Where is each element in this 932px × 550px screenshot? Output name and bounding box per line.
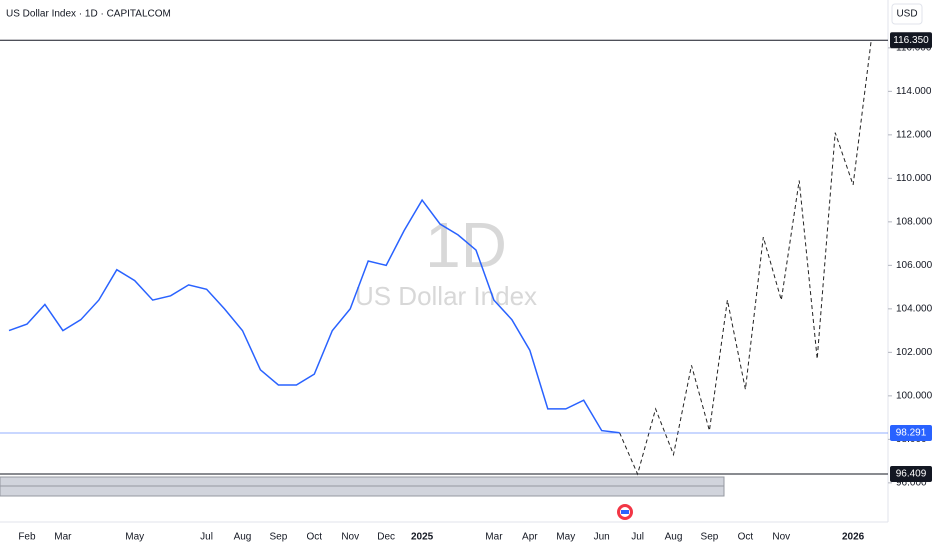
watermark-name: US Dollar Index [355, 281, 537, 311]
x-tick-label: Aug [234, 532, 252, 543]
watermark-interval: 1D [425, 209, 507, 281]
x-tick-label: May [556, 532, 575, 543]
x-tick-label: Jun [594, 532, 610, 543]
y-tick-label: 104.000 [896, 303, 932, 314]
y-tick-label: 96.000 [896, 477, 927, 488]
x-tick-label: Nov [772, 532, 790, 543]
x-tick-label: May [125, 532, 144, 543]
x-tick-label: Oct [307, 532, 323, 543]
level-label: 98.291 [896, 428, 927, 439]
x-tick-label: Oct [738, 532, 754, 543]
level-label-box [890, 465, 932, 482]
x-tick-label: Sep [701, 532, 719, 543]
x-tick-label: 2026 [842, 532, 865, 543]
x-tick-label: Dec [377, 532, 395, 543]
y-tick-label: 100.000 [896, 390, 932, 401]
x-tick-label: Sep [270, 532, 288, 543]
currency-button[interactable] [891, 3, 923, 25]
price-line [8, 198, 620, 434]
level-label: 116.350 [893, 35, 929, 46]
y-tick-label: 112.000 [896, 129, 932, 140]
y-tick-label: 106.000 [896, 260, 932, 271]
x-tick-label: 2025 [411, 532, 434, 543]
x-tick-label: Nov [341, 532, 359, 543]
y-tick-label: 114.000 [896, 86, 932, 97]
x-tick-label: Mar [54, 532, 72, 543]
x-tick-label: Aug [665, 532, 683, 543]
event-icon [617, 504, 633, 520]
level-label-box [890, 425, 932, 442]
projection-line [619, 41, 872, 476]
x-tick-label: Jul [200, 532, 213, 543]
x-tick-label: Feb [18, 532, 36, 543]
y-tick-label: 110.000 [896, 173, 932, 184]
y-tick-label: 108.000 [896, 216, 932, 227]
x-tick-label: Jul [631, 532, 644, 543]
symbol-title: US Dollar Index · 1D · CAPITALCOM [6, 9, 171, 20]
x-tick-label: Mar [485, 532, 503, 543]
y-tick-label: 102.000 [896, 347, 932, 358]
currency-label[interactable]: USD [896, 9, 917, 20]
x-tick-label: Apr [522, 532, 538, 543]
level-label: 96.409 [896, 469, 927, 480]
level-label-box [890, 32, 932, 49]
